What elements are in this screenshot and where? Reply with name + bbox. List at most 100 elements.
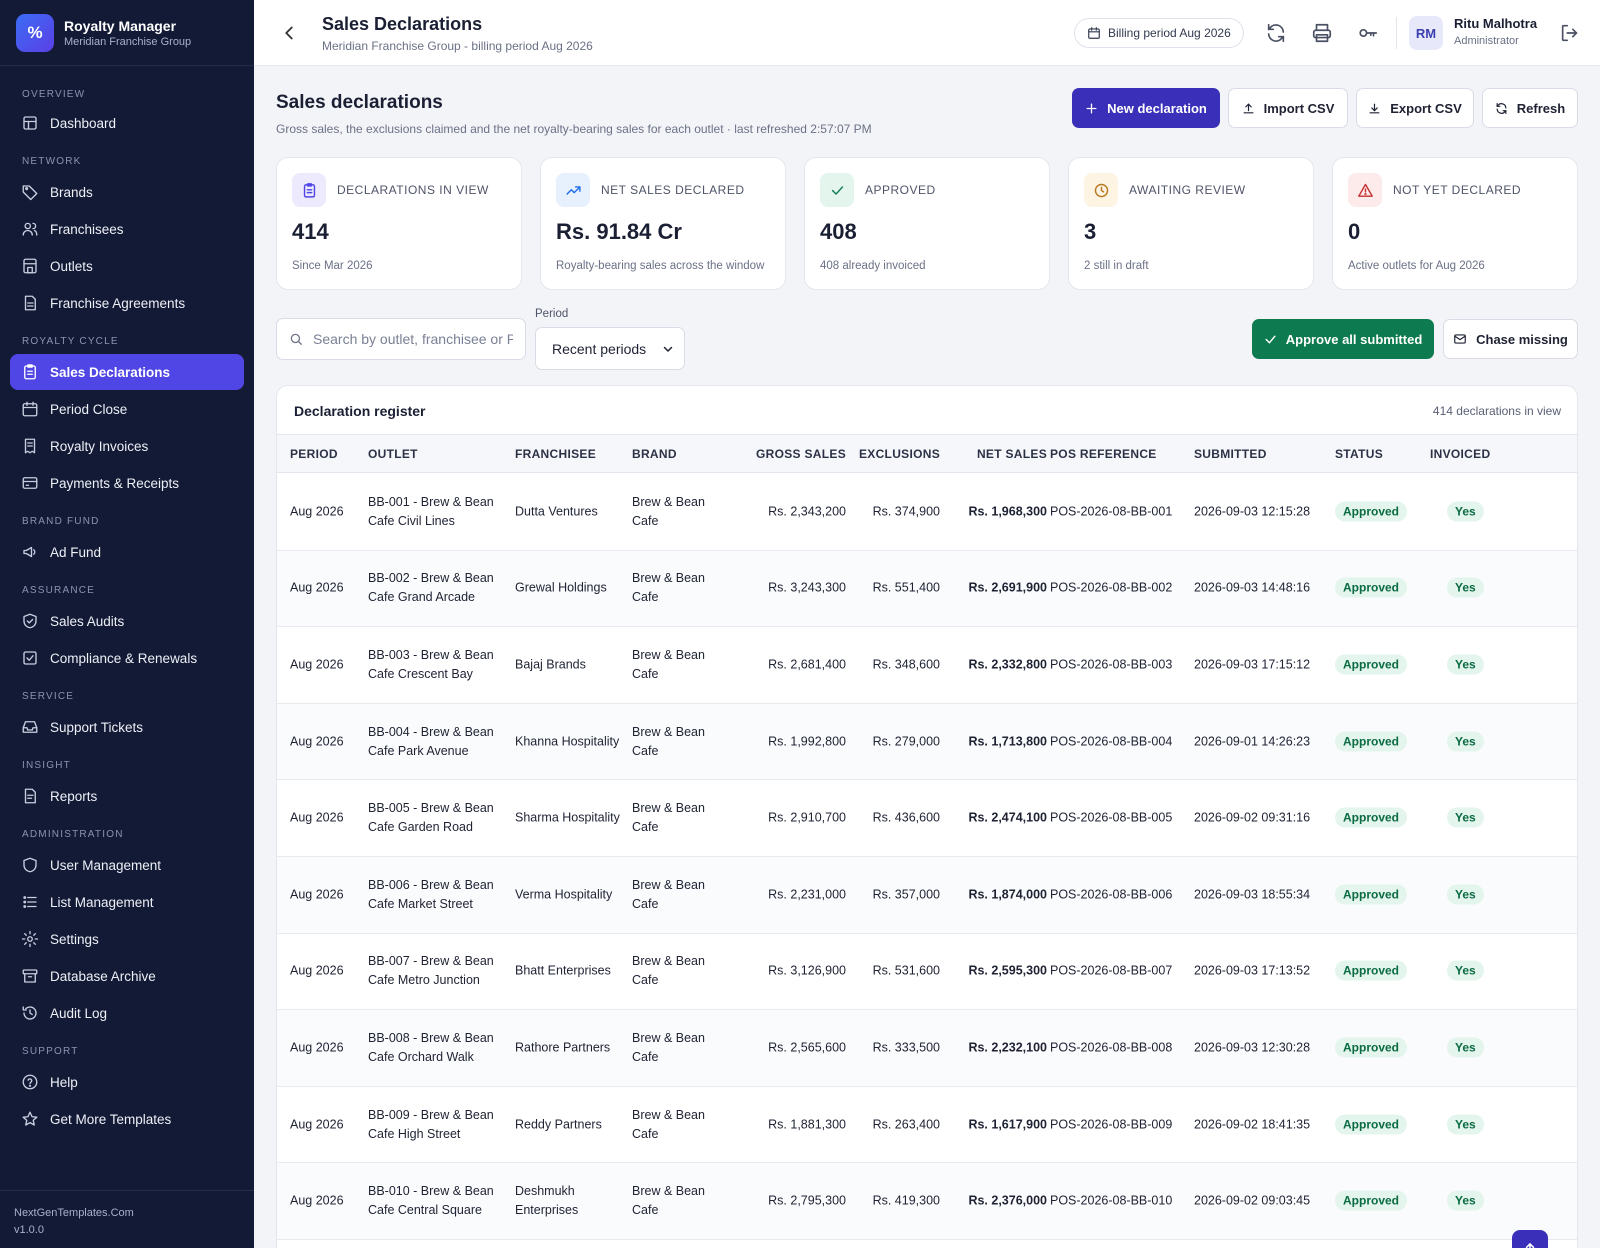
sidebar-item-get-more-templates[interactable]: Get More Templates (10, 1101, 244, 1137)
refresh-button[interactable]: Refresh (1482, 88, 1578, 128)
table-row[interactable]: Aug 2026 BB-007 - Brew & Bean Cafe Metro … (277, 934, 1577, 1011)
search-input[interactable] (313, 331, 513, 347)
new-declaration-button[interactable]: New declaration (1072, 88, 1220, 128)
sidebar-item-royalty-invoices[interactable]: Royalty Invoices (10, 428, 244, 464)
clipboard-icon (21, 363, 39, 381)
cell-submitted: 2026-09-03 14:48:16 (1194, 580, 1311, 595)
table-count: 414 declarations in view (1432, 404, 1561, 418)
table-row[interactable]: Aug 2026 BB-003 - Brew & Bean Cafe Cresce… (277, 627, 1577, 704)
app-name: Royalty Manager (64, 17, 177, 34)
column-header[interactable]: SUBMITTED (1194, 447, 1267, 461)
cell-period: Aug 2026 (290, 1040, 344, 1055)
column-header[interactable]: INVOICED (1430, 447, 1491, 461)
cell-franchisee: Rathore Partners (515, 1040, 611, 1055)
cell-brand: Brew & Bean Cafe (632, 647, 705, 681)
sidebar-item-user-management[interactable]: User Management (10, 847, 244, 883)
sidebar-item-list-management[interactable]: List Management (10, 884, 244, 920)
table-row[interactable]: Aug 2026 BB-009 - Brew & Bean Cafe High S… (277, 1087, 1577, 1164)
sidebar-item-sales-declarations[interactable]: Sales Declarations (10, 354, 244, 390)
table-header: PERIOD OUTLET FRANCHISEE BRAND GROSS SALES EX… (277, 434, 1577, 473)
column-header[interactable]: POS REFERENCE (1050, 447, 1157, 461)
cell-status: Approved (1335, 654, 1425, 675)
key-icon[interactable] (1357, 22, 1379, 44)
approve-all-button[interactable]: Approve all submitted (1252, 319, 1434, 359)
chase-missing-button[interactable]: Chase missing (1443, 319, 1578, 359)
sidebar-item-help[interactable]: Help (10, 1064, 244, 1100)
table-row[interactable]: Aug 2026 BB-002 - Brew & Bean Cafe Grand … (277, 550, 1577, 628)
sync-icon[interactable] (1265, 22, 1287, 44)
column-header[interactable]: NET SALES (976, 447, 1047, 461)
column-header[interactable]: GROSS SALES (756, 447, 846, 461)
stat-label: NET SALES DECLARED (601, 183, 745, 197)
table-row[interactable]: Aug 2026 BB-001 - Brew & Bean Cafe Civil … (277, 474, 1577, 551)
table-row[interactable]: Aug 2026 BB-010 - Brew & Bean Cafe Centra… (277, 1163, 1577, 1240)
table-row[interactable]: Aug 2026 BB-008 - Brew & Bean Cafe Orchar… (277, 1010, 1577, 1087)
back-icon[interactable] (278, 22, 300, 44)
sidebar-item-payments-receipts[interactable]: Payments & Receipts (10, 465, 244, 501)
check-square-icon (21, 649, 39, 667)
sidebar-item-database-archive[interactable]: Database Archive (10, 958, 244, 994)
sidebar-item-support-tickets[interactable]: Support Tickets (10, 709, 244, 745)
billing-period-pill[interactable]: Billing period Aug 2026 (1074, 18, 1244, 48)
print-icon[interactable] (1311, 22, 1333, 44)
sidebar-item-ad-fund[interactable]: Ad Fund (10, 534, 244, 570)
column-header[interactable]: FRANCHISEE (515, 447, 597, 461)
stat-value: 414 (292, 219, 329, 244)
org-name: Meridian Franchise Group (64, 35, 192, 48)
sidebar-item-outlets[interactable]: Outlets (10, 248, 244, 284)
table-title: Declaration register (294, 403, 426, 419)
sidebar-item-compliance-renewals[interactable]: Compliance & Renewals (10, 640, 244, 676)
stat-value: 0 (1348, 219, 1361, 244)
chase-missing-label: Chase missing (1476, 331, 1568, 347)
sidebar-item-settings[interactable]: Settings (10, 921, 244, 957)
column-header[interactable]: EXCLUSIONS (858, 447, 940, 461)
avatar[interactable]: RM (1409, 16, 1443, 50)
cell-period: Aug 2026 (290, 1193, 344, 1208)
brand[interactable]: % Royalty Manager Meridian Franchise Gro… (0, 0, 254, 66)
nav-section-label: NETWORK (22, 156, 82, 167)
sidebar-item-period-close[interactable]: Period Close (10, 391, 244, 427)
footer-site: NextGenTemplates.Com (14, 1207, 134, 1219)
cell-exclusions: Rs. 436,600 (872, 810, 940, 825)
column-header[interactable]: BRAND (632, 447, 677, 461)
column-header[interactable]: PERIOD (290, 447, 338, 461)
sidebar-item-label: Get More Templates (50, 1111, 172, 1127)
status-badge: Approved (1335, 884, 1408, 905)
stat-card: APPROVED 408 408 already invoiced (804, 157, 1050, 290)
sidebar-item-sales-audits[interactable]: Sales Audits (10, 603, 244, 639)
cell-submitted: 2026-09-03 17:13:52 (1194, 963, 1311, 978)
column-header[interactable]: OUTLET (368, 447, 418, 461)
table-row[interactable]: Aug 2026 BB-004 - Brew & Bean Cafe Park A… (277, 703, 1577, 781)
stat-card: AWAITING REVIEW 3 2 still in draft (1068, 157, 1314, 290)
search-box[interactable] (276, 318, 526, 360)
invoiced-badge: Yes (1447, 807, 1484, 828)
sidebar-item-audit-log[interactable]: Audit Log (10, 995, 244, 1031)
sidebar-item-dashboard[interactable]: Dashboard (10, 105, 244, 141)
table-row[interactable]: Aug 2026 BB-006 - Brew & Bean Cafe Market… (277, 857, 1577, 934)
cell-pos-reference: POS-2026-08-BB-004 (1050, 734, 1173, 749)
cell-status: Approved (1335, 1190, 1425, 1211)
sidebar-item-reports[interactable]: Reports (10, 778, 244, 814)
cell-net-sales: Rs. 1,617,900 (968, 1117, 1047, 1132)
export-csv-button[interactable]: Export CSV (1356, 88, 1474, 128)
logout-icon[interactable] (1559, 22, 1581, 44)
status-badge: Approved (1335, 1037, 1408, 1058)
cell-brand: Brew & Bean Cafe (632, 1030, 705, 1064)
sidebar-item-brands[interactable]: Brands (10, 174, 244, 210)
cell-period: Aug 2026 (290, 734, 344, 749)
period-select[interactable]: Recent periods (535, 327, 685, 370)
sidebar-item-franchisees[interactable]: Franchisees (10, 211, 244, 247)
table-row[interactable]: Aug 2026 BB-005 - Brew & Bean Cafe Garden… (277, 780, 1577, 857)
scroll-top-button[interactable] (1512, 1230, 1548, 1248)
shield-icon (21, 856, 39, 874)
topbar-divider (1396, 17, 1397, 49)
invoiced-badge: Yes (1447, 884, 1484, 905)
sidebar-item-franchise-agreements[interactable]: Franchise Agreements (10, 285, 244, 321)
import-csv-label: Import CSV (1263, 100, 1335, 116)
column-header[interactable]: STATUS (1335, 447, 1384, 461)
sidebar-item-label: Settings (50, 931, 99, 947)
import-csv-button[interactable]: Import CSV (1228, 88, 1348, 128)
cell-status: Approved (1335, 807, 1425, 828)
cell-franchisee: Deshmukh Enterprises (515, 1184, 579, 1218)
declaration-register: Declaration register 414 declarations in… (276, 385, 1578, 1248)
